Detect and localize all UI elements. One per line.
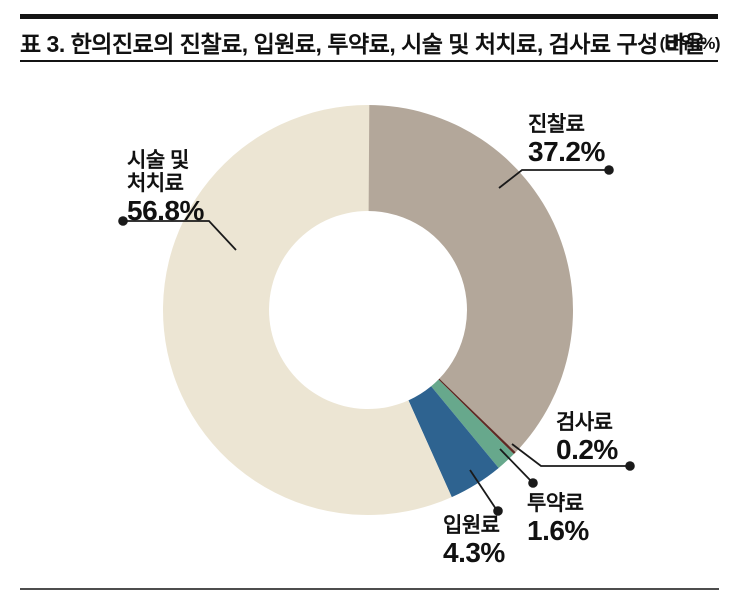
callout-tuyakryo-value: 1.6% [527, 515, 589, 547]
callout-jinchalryo: 진찰료 37.2% [528, 113, 605, 166]
donut-segment-진찰료 [368, 105, 573, 453]
leader-dot-geomsaryo [625, 461, 635, 471]
leader-line-geomsaryo [511, 443, 627, 467]
callout-jinchalryo-value: 37.2% [528, 136, 605, 168]
callout-ibwonryo-value: 4.3% [443, 537, 505, 569]
donut-segment-시술 및 처치료 [163, 104, 452, 515]
callout-sisul-label-line1: 시술 및 [127, 149, 189, 172]
title-row: 표 3. 한의진료의 진찰료, 입원료, 투약료, 시술 및 처치료, 검사료 … [20, 25, 726, 57]
callout-geomsaryo-value: 0.2% [556, 434, 618, 466]
leader-dot-ibwonryo [493, 506, 503, 516]
callout-geomsaryo-label: 검사료 [556, 411, 613, 434]
leader-line-jinchalryo [498, 169, 606, 189]
callout-tuyakryo: 투약료 1.6% [527, 492, 589, 545]
leader-dot-sisul [118, 216, 128, 226]
leader-line-ibwonryo [469, 469, 497, 510]
callout-sisul-value: 56.8% [127, 195, 204, 227]
donut-segment-검사료 [438, 378, 516, 455]
callout-geomsaryo: 검사료 0.2% [556, 411, 618, 464]
leader-dot-tuyakryo [528, 478, 538, 488]
unit-note: (단위:%) [659, 34, 721, 53]
leader-line-tuyakryo [499, 448, 532, 482]
bottom-rule [20, 588, 719, 590]
callout-sisul: 시술 및 처치료 56.8% [127, 149, 204, 225]
callout-tuyakryo-label: 투약료 [527, 492, 584, 515]
donut-segment-투약료 [431, 379, 514, 468]
callout-jinchalryo-label: 진찰료 [528, 113, 585, 136]
leader-line-sisul [123, 220, 237, 251]
leader-dot-jinchalryo [604, 165, 614, 175]
header-top-rule [20, 14, 718, 19]
title-underline-rule [20, 60, 718, 62]
donut-segment-입원료 [408, 386, 499, 498]
callout-ibwonryo-label: 입원료 [443, 514, 500, 537]
page-title: 표 3. 한의진료의 진찰료, 입원료, 투약료, 시술 및 처치료, 검사료 … [20, 31, 706, 57]
callout-ibwonryo: 입원료 4.3% [443, 514, 505, 567]
callout-sisul-label-line2: 처치료 [127, 172, 184, 196]
